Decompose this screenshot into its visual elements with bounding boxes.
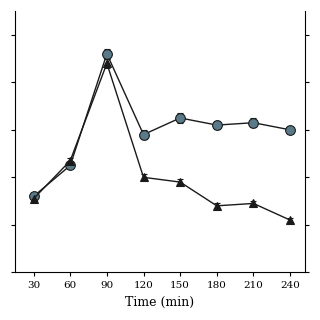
X-axis label: Time (min): Time (min)	[125, 296, 195, 309]
